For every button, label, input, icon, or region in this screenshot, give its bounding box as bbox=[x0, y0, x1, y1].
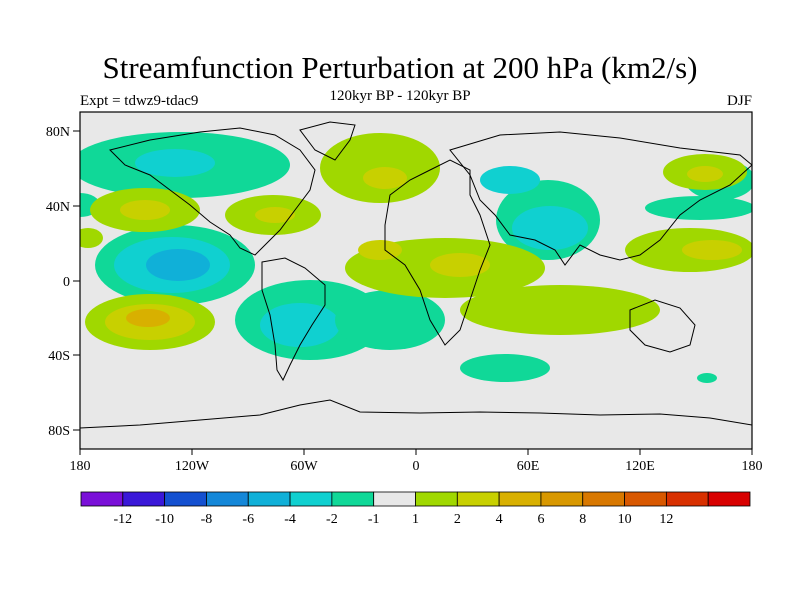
coastlines bbox=[80, 121, 752, 429]
contour-pacific-north-inner bbox=[120, 200, 170, 220]
latitude-axis bbox=[73, 130, 80, 431]
contour-south-pacific-core bbox=[126, 309, 170, 327]
contour-south-indian bbox=[460, 354, 550, 382]
colorbar-box bbox=[665, 491, 709, 507]
contour-south-america-inner bbox=[260, 303, 340, 347]
colorbar-box bbox=[624, 491, 667, 507]
coastline-antarctica bbox=[80, 399, 752, 429]
season-label: DJF bbox=[726, 93, 752, 109]
colorbar-label: 6 bbox=[537, 512, 544, 527]
contour-west-pacific-tropic bbox=[80, 228, 103, 248]
map-panel: 80N 40N 0 40S 80S 180 120W 60W 0 60E 120… bbox=[46, 111, 763, 474]
coastline-north-america bbox=[109, 127, 316, 256]
contour-northeast-asia bbox=[645, 196, 752, 220]
colorbar-label: -4 bbox=[284, 512, 296, 527]
contour-europe-inner bbox=[363, 167, 407, 189]
contour-tropical-atlantic-w bbox=[358, 240, 402, 260]
colorbar-label: -1 bbox=[368, 512, 380, 527]
colorbar-box bbox=[373, 491, 416, 507]
colorbar-box bbox=[247, 491, 291, 507]
lon-tick-label: 60W bbox=[290, 459, 318, 474]
colorbar-box bbox=[80, 491, 124, 507]
lat-tick-label: 0 bbox=[63, 275, 70, 290]
contour-north-atlantic-inner bbox=[135, 149, 215, 177]
colorbar-box bbox=[289, 491, 333, 507]
colorbar-box bbox=[331, 491, 375, 507]
colorbar-label: 1 bbox=[412, 512, 419, 527]
colorbar-box bbox=[582, 491, 625, 507]
longitude-axis bbox=[79, 449, 753, 455]
contour-siberia bbox=[480, 166, 540, 194]
lon-tick-label: 180 bbox=[742, 459, 763, 474]
colorbar-labels: -12 -10 -8 -6 -4 -2 -1 1 2 4 6 8 10 12 bbox=[113, 512, 673, 527]
lon-tick-label: 0 bbox=[413, 459, 420, 474]
contour-tropical-atlantic-inner bbox=[430, 253, 490, 277]
colorbar-label: 2 bbox=[454, 512, 461, 527]
experiment-label: Expt = tdwz9-tdac9 bbox=[80, 93, 199, 109]
colorbar-label: 4 bbox=[496, 512, 503, 527]
colorbar-label: 12 bbox=[659, 512, 673, 527]
map-title: Streamfunction Perturbation at 200 hPa (… bbox=[102, 50, 698, 85]
colorbar-box bbox=[415, 491, 458, 507]
colorbar-box bbox=[456, 491, 500, 507]
lat-tick-label: 80N bbox=[46, 125, 70, 140]
colorbar-label: -6 bbox=[242, 512, 254, 527]
colorbar-box bbox=[540, 491, 584, 507]
colorbar-label: -12 bbox=[113, 512, 132, 527]
lon-tick-label: 120W bbox=[175, 459, 210, 474]
coastline-asia bbox=[449, 131, 752, 266]
contour-fill bbox=[80, 132, 752, 383]
colorbar-label: -2 bbox=[326, 512, 338, 527]
colorbar-box bbox=[122, 491, 166, 507]
contour-tropical-pacific-core bbox=[146, 249, 210, 281]
colorbar-box bbox=[707, 491, 751, 507]
contour-japan-inner bbox=[687, 166, 723, 182]
colorbar bbox=[80, 491, 751, 507]
colorbar-box bbox=[206, 491, 249, 507]
coastline-europe-africa bbox=[384, 159, 491, 346]
lon-tick-label: 120E bbox=[625, 459, 655, 474]
contour-south-atlantic bbox=[335, 290, 445, 350]
lon-tick-label: 60E bbox=[517, 459, 540, 474]
contour-asia-inner bbox=[512, 206, 588, 250]
colorbar-label: -10 bbox=[155, 512, 174, 527]
lat-tick-label: 40S bbox=[48, 349, 70, 364]
colorbar-box bbox=[164, 491, 207, 507]
lat-tick-label: 80S bbox=[48, 424, 70, 439]
contour-atlantic-north-inner bbox=[255, 207, 295, 223]
lon-tick-label: 180 bbox=[70, 459, 91, 474]
map-subtitle: 120kyr BP - 120kyr BP bbox=[329, 88, 471, 104]
coastline-south-america bbox=[261, 257, 326, 382]
contour-indian-ocean bbox=[460, 285, 660, 335]
colorbar-label: 10 bbox=[618, 512, 632, 527]
contour-west-pacific-warm-inner bbox=[682, 240, 742, 260]
contour-australia-south bbox=[697, 373, 717, 383]
colorbar-box bbox=[498, 491, 542, 507]
coastline-greenland bbox=[299, 121, 356, 161]
lat-tick-label: 40N bbox=[46, 200, 70, 215]
colorbar-label: 8 bbox=[579, 512, 586, 527]
coastline-australia bbox=[629, 299, 696, 353]
colorbar-label: -8 bbox=[201, 512, 213, 527]
